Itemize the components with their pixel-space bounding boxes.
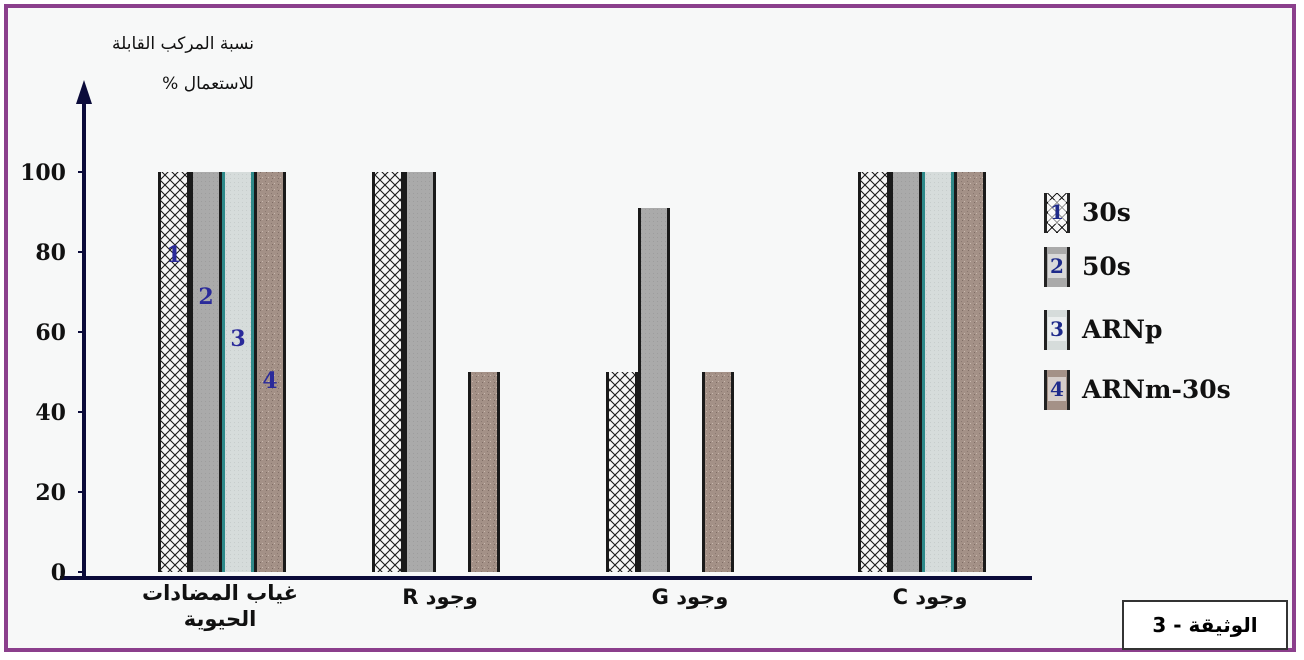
y-tick-label: 20 <box>35 480 66 506</box>
bar-arnm-3 <box>954 172 986 572</box>
bar-number-label: 2 <box>198 284 213 310</box>
bar-arnp-0 <box>222 172 254 572</box>
legend-number-1: 1 <box>1048 200 1066 224</box>
category-label-r: وجود R <box>402 585 478 609</box>
bar-arnm-0 <box>254 172 286 572</box>
chart-axes <box>60 80 1032 580</box>
legend-label-30s: 30s <box>1082 198 1131 227</box>
bar-50s-1 <box>404 172 436 572</box>
y-tick-label: 0 <box>51 560 66 586</box>
bar-30s-2 <box>606 372 638 572</box>
category-label-c: وجود C <box>892 585 968 609</box>
legend-number-3: 3 <box>1048 317 1066 341</box>
category-label-no-antibiotic: غياب المضادات الحيوية <box>141 581 299 631</box>
y-tick-label: 100 <box>20 160 66 186</box>
bar-number-label: 3 <box>230 326 245 352</box>
legend-label-arnp: ARNp <box>1082 315 1163 344</box>
y-axis-label-line1: نسبة المركب القابلة <box>111 34 254 54</box>
category-label-g: وجود G <box>651 585 729 609</box>
bar-50s-0 <box>190 172 222 572</box>
bar-number-label: 1 <box>166 242 181 268</box>
bar-arnm-1 <box>468 372 500 572</box>
bar-arnp-3 <box>922 172 954 572</box>
document-label: الوثيقة - 3 <box>1122 600 1288 650</box>
bars <box>158 172 986 572</box>
bar-30s-0 <box>158 172 190 572</box>
y-tick-label: 60 <box>35 320 66 346</box>
y-axis-arrow-icon <box>76 80 92 104</box>
legend-number-2: 2 <box>1048 254 1066 278</box>
y-tick-label: 80 <box>35 240 66 266</box>
y-tick-label: 40 <box>35 400 66 426</box>
bar-50s-2 <box>638 208 670 572</box>
y-ticks: 0 20 40 60 80 100 <box>20 160 84 586</box>
legend-number-4: 4 <box>1048 377 1066 401</box>
bar-arnm-2 <box>702 372 734 572</box>
bar-30s-3 <box>858 172 890 572</box>
legend-label-arnm: ARNm-30s <box>1082 375 1231 404</box>
legend-label-50s: 50s <box>1082 252 1131 281</box>
y-axis-label-line2: للاستعمال % <box>162 74 254 94</box>
bar-50s-3 <box>890 172 922 572</box>
bar-number-label: 4 <box>262 368 277 394</box>
bar-30s-1 <box>372 172 404 572</box>
